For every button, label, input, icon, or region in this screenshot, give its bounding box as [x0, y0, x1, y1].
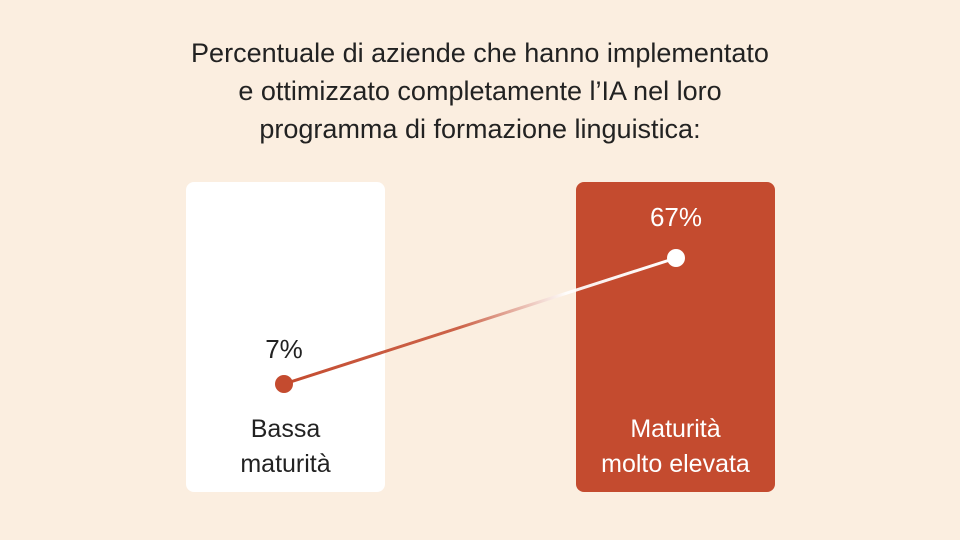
category-label-high-line-1: Maturità [630, 415, 720, 443]
title-line-2: e ottimizzato completamente l’IA nel lor… [238, 76, 722, 106]
connecting-line [282, 256, 678, 386]
data-point-high [667, 249, 685, 267]
data-point-low [275, 375, 293, 393]
low-maturity-card [186, 182, 385, 492]
value-label-high: 67% [650, 202, 702, 232]
category-label-low-line-1: Bassa [251, 415, 321, 443]
title-line-1: Percentuale di aziende che hanno impleme… [191, 38, 769, 68]
title-line-3: programma di formazione linguistica: [259, 114, 701, 144]
category-label-low-line-2: maturità [240, 450, 330, 478]
category-label-high-line-2: molto elevata [601, 450, 750, 478]
high-maturity-card [576, 182, 775, 492]
value-label-low: 7% [265, 334, 303, 364]
chart-title: Percentuale di aziende che hanno impleme… [0, 34, 960, 148]
